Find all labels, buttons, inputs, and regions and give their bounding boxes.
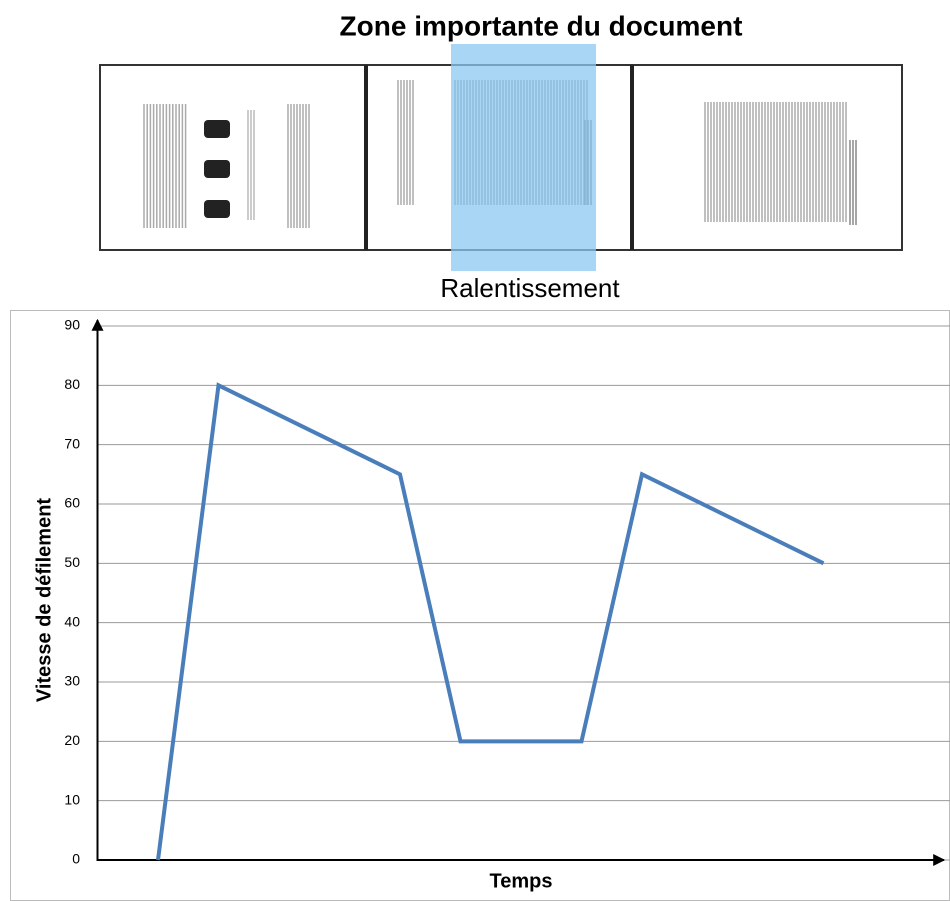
- title: Zone importante du document: [340, 10, 743, 41]
- y-tick-label: 30: [64, 673, 80, 689]
- phone-icon: [204, 120, 230, 138]
- y-tick-label: 0: [72, 851, 80, 867]
- chart-frame: [10, 310, 950, 901]
- phone-icon: [204, 200, 230, 218]
- y-tick-label: 20: [64, 732, 80, 748]
- highlight-zone: [451, 44, 596, 271]
- data-line: [156, 382, 825, 861]
- x-axis-label: Temps: [490, 870, 553, 892]
- plot: 0 10 20 30 40 50 60 70 80 90: [64, 317, 950, 867]
- phone-icon: [204, 160, 230, 178]
- y-tick-label: 40: [64, 613, 80, 629]
- highlight-label: Ralentissement: [440, 273, 620, 303]
- y-tick-label: 70: [64, 435, 80, 451]
- y-tick-label: 10: [64, 791, 80, 807]
- y-tick-label: 50: [64, 554, 80, 570]
- y-tick-label: 80: [64, 376, 80, 392]
- y-tick-label: 60: [64, 495, 80, 511]
- y-tick-label: 90: [64, 317, 80, 333]
- y-axis-label: Vitesse de défilement: [33, 498, 55, 703]
